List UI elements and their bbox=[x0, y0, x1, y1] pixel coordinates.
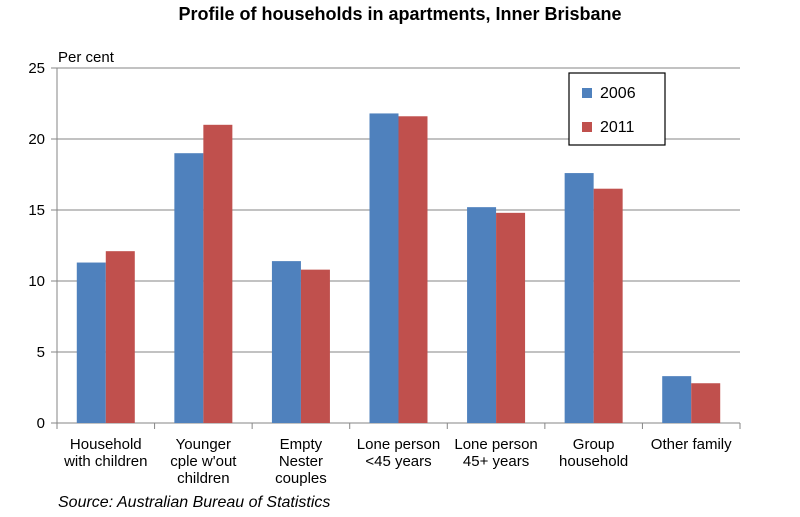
category-label: household bbox=[559, 453, 628, 470]
bar-2011-0 bbox=[105, 251, 135, 423]
bar-2011-6 bbox=[691, 383, 721, 423]
legend-label-2006: 2006 bbox=[600, 85, 636, 102]
bar-2006-4 bbox=[467, 207, 497, 423]
category-label: Empty bbox=[280, 436, 323, 453]
bar-2006-6 bbox=[662, 376, 692, 423]
y-tick-labels: 0 5 10 15 20 25 bbox=[28, 60, 45, 432]
source-note: Source: Australian Bureau of Statistics bbox=[58, 494, 331, 511]
bar-2011-5 bbox=[593, 188, 623, 423]
bar-2011-2 bbox=[300, 269, 330, 423]
category-label: Group bbox=[573, 436, 615, 453]
bar-2011-1 bbox=[203, 124, 233, 424]
y-tick-label: 15 bbox=[28, 202, 45, 219]
category-label: 45+ years bbox=[463, 453, 529, 470]
chart-title: Profile of households in apartments, Inn… bbox=[178, 4, 622, 24]
legend: 2006 2011 bbox=[568, 72, 666, 146]
category-label: Nester bbox=[279, 453, 323, 470]
category-label: couples bbox=[275, 470, 327, 487]
bars bbox=[76, 113, 721, 424]
y-tick-label: 10 bbox=[28, 273, 45, 290]
category-label: Lone person bbox=[454, 436, 537, 453]
y-tick-label: 20 bbox=[28, 131, 45, 148]
category-label: children bbox=[177, 470, 230, 487]
y-tick-label: 0 bbox=[37, 415, 45, 432]
legend-swatch-2011 bbox=[582, 122, 592, 132]
category-label: Household bbox=[70, 436, 142, 453]
legend-box bbox=[568, 72, 666, 146]
y-tick-label: 5 bbox=[37, 344, 45, 361]
bar-2006-1 bbox=[174, 153, 204, 423]
category-label: cple w'out bbox=[170, 453, 237, 470]
bar-2006-3 bbox=[369, 113, 399, 423]
bar-2006-2 bbox=[271, 261, 301, 423]
category-label: Other family bbox=[651, 436, 732, 453]
bar-2011-4 bbox=[496, 212, 526, 423]
y-tick-label: 25 bbox=[28, 60, 45, 77]
category-label: <45 years bbox=[365, 453, 431, 470]
category-label: with children bbox=[63, 453, 147, 470]
category-label: Younger bbox=[176, 436, 231, 453]
category-label: Lone person bbox=[357, 436, 440, 453]
bar-2011-3 bbox=[398, 116, 428, 423]
bar-2006-5 bbox=[564, 173, 594, 423]
y-axis-title: Per cent bbox=[58, 49, 115, 66]
legend-label-2011: 2011 bbox=[600, 119, 635, 136]
bar-2006-0 bbox=[76, 262, 106, 423]
legend-swatch-2006 bbox=[582, 88, 592, 98]
